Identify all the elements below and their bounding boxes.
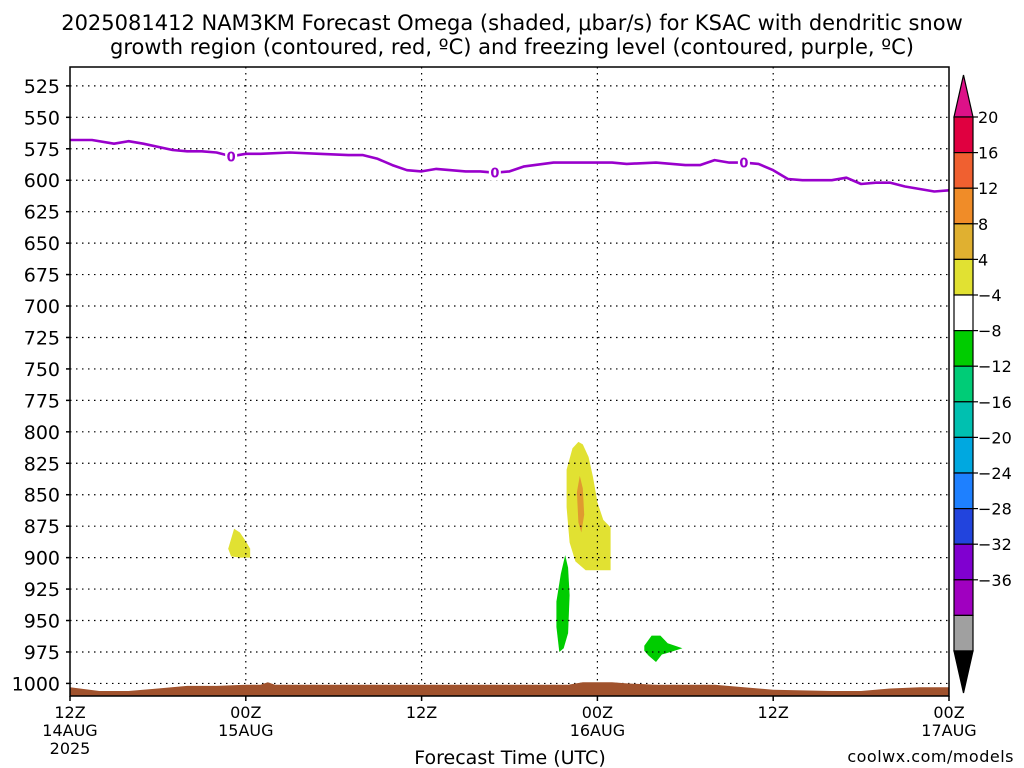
colorbar-bin-6 [953,294,974,332]
x-axis-label: Forecast Time (UTC) [414,747,605,768]
terrain-area [70,682,949,696]
omega-region-2 [566,441,611,571]
y-tick-label: 575 [24,139,60,161]
y-tick-label: 975 [24,642,60,664]
y-tick-label: 525 [24,76,60,98]
chart-title-line2: growth region (contoured, red, ºC) and f… [110,35,914,59]
y-tick-label: 775 [24,390,60,412]
colorbar-bin-2 [953,152,974,189]
colorbar-bin-13 [953,543,974,581]
y-tick-label: 850 [24,485,60,507]
colorbar-bin-3 [953,187,974,225]
colorbar-label: −4 [978,286,1002,305]
y-tick-label: 675 [24,265,60,287]
colorbar-label: 8 [978,215,988,234]
x-tick-label: 00Z [933,703,964,722]
y-tick-label: 825 [24,453,60,475]
y-tick-label: 750 [24,359,60,381]
y-tick-label: 900 [24,548,60,570]
x-tick-label: 15AUG [218,721,273,740]
x-tick-label: 16AUG [570,721,625,740]
y-tick-label: 1000 [12,673,60,695]
colorbar-label: −20 [978,428,1012,447]
y-tick-label: 925 [24,579,60,601]
freezing-label-bg-2 [488,164,501,181]
y-tick-label: 700 [24,296,60,318]
plot-frame [69,66,950,697]
colorbar-bin-14 [953,579,974,616]
colorbar-bin-15 [953,614,974,652]
freezing-level-line [70,138,950,193]
x-tick-label: 2025 [50,739,91,758]
colorbar-bin-10 [953,436,974,474]
x-tick-label: 12Z [54,703,85,722]
y-tick-label: 625 [24,202,60,224]
colorbar-bin-5 [953,258,974,296]
colorbar-label: −32 [978,535,1012,554]
omega-region-5 [644,635,683,662]
y-tick-label: 550 [24,107,60,129]
colorbar-bin-9 [953,401,974,438]
colorbar-bin-11 [953,472,974,510]
omega-region-1 [228,528,251,558]
colorbar-label: −28 [978,500,1012,519]
colorbar-top-arrow [953,74,974,118]
x-tick-label: 12Z [758,703,789,722]
colorbar-bin-7 [953,330,974,367]
colorbar-label: 4 [978,250,988,269]
freezing-label-bg-3 [737,154,750,171]
y-tick-label: 875 [24,516,60,538]
x-tick-label: 14AUG [42,721,97,740]
colorbar-bin-12 [953,508,974,545]
freezing-label-bg-1 [225,148,238,165]
omega-region-3 [576,475,585,533]
y-tick-label: 600 [24,170,60,192]
freezing-level-label: 0 [227,150,236,165]
colorbar: 20 16 12 8 4 −4 −8 −12 −16 −20 −24 −28 −32 −36 [953,74,1012,694]
chart-title-line1: 2025081412 NAM3KM Forecast Omega (shaded… [61,11,963,35]
omega-region-4 [556,555,570,652]
colorbar-label: 16 [978,144,998,163]
colorbar-label: −12 [978,357,1012,376]
x-tick-label: 12Z [406,703,437,722]
colorbar-bottom-arrow [953,650,974,694]
y-tick-label: 650 [24,233,60,255]
colorbar-label: −16 [978,393,1012,412]
plot-layer: 0 0 0 525 550 575 600 625 650 675 700 725 750 775 800 8… [12,66,977,758]
freezing-level-label: 0 [739,157,748,172]
y-tick-label: 950 [24,611,60,633]
credit-text: coolwx.com/models [847,747,1014,766]
colorbar-bin-8 [953,365,974,403]
colorbar-label: −24 [978,464,1012,483]
y-tick-label: 725 [24,327,60,349]
x-tick-label: 00Z [230,703,261,722]
colorbar-label: 20 [978,108,998,127]
colorbar-bin-4 [953,223,974,261]
colorbar-label: −8 [978,322,1002,341]
x-tick-label: 00Z [582,703,613,722]
colorbar-label: 12 [978,179,998,198]
x-tick-label: 17AUG [921,721,976,740]
colorbar-bin-1 [953,116,974,154]
colorbar-label: −36 [978,571,1012,590]
y-tick-label: 800 [24,422,60,444]
freezing-level-label: 0 [490,167,499,182]
